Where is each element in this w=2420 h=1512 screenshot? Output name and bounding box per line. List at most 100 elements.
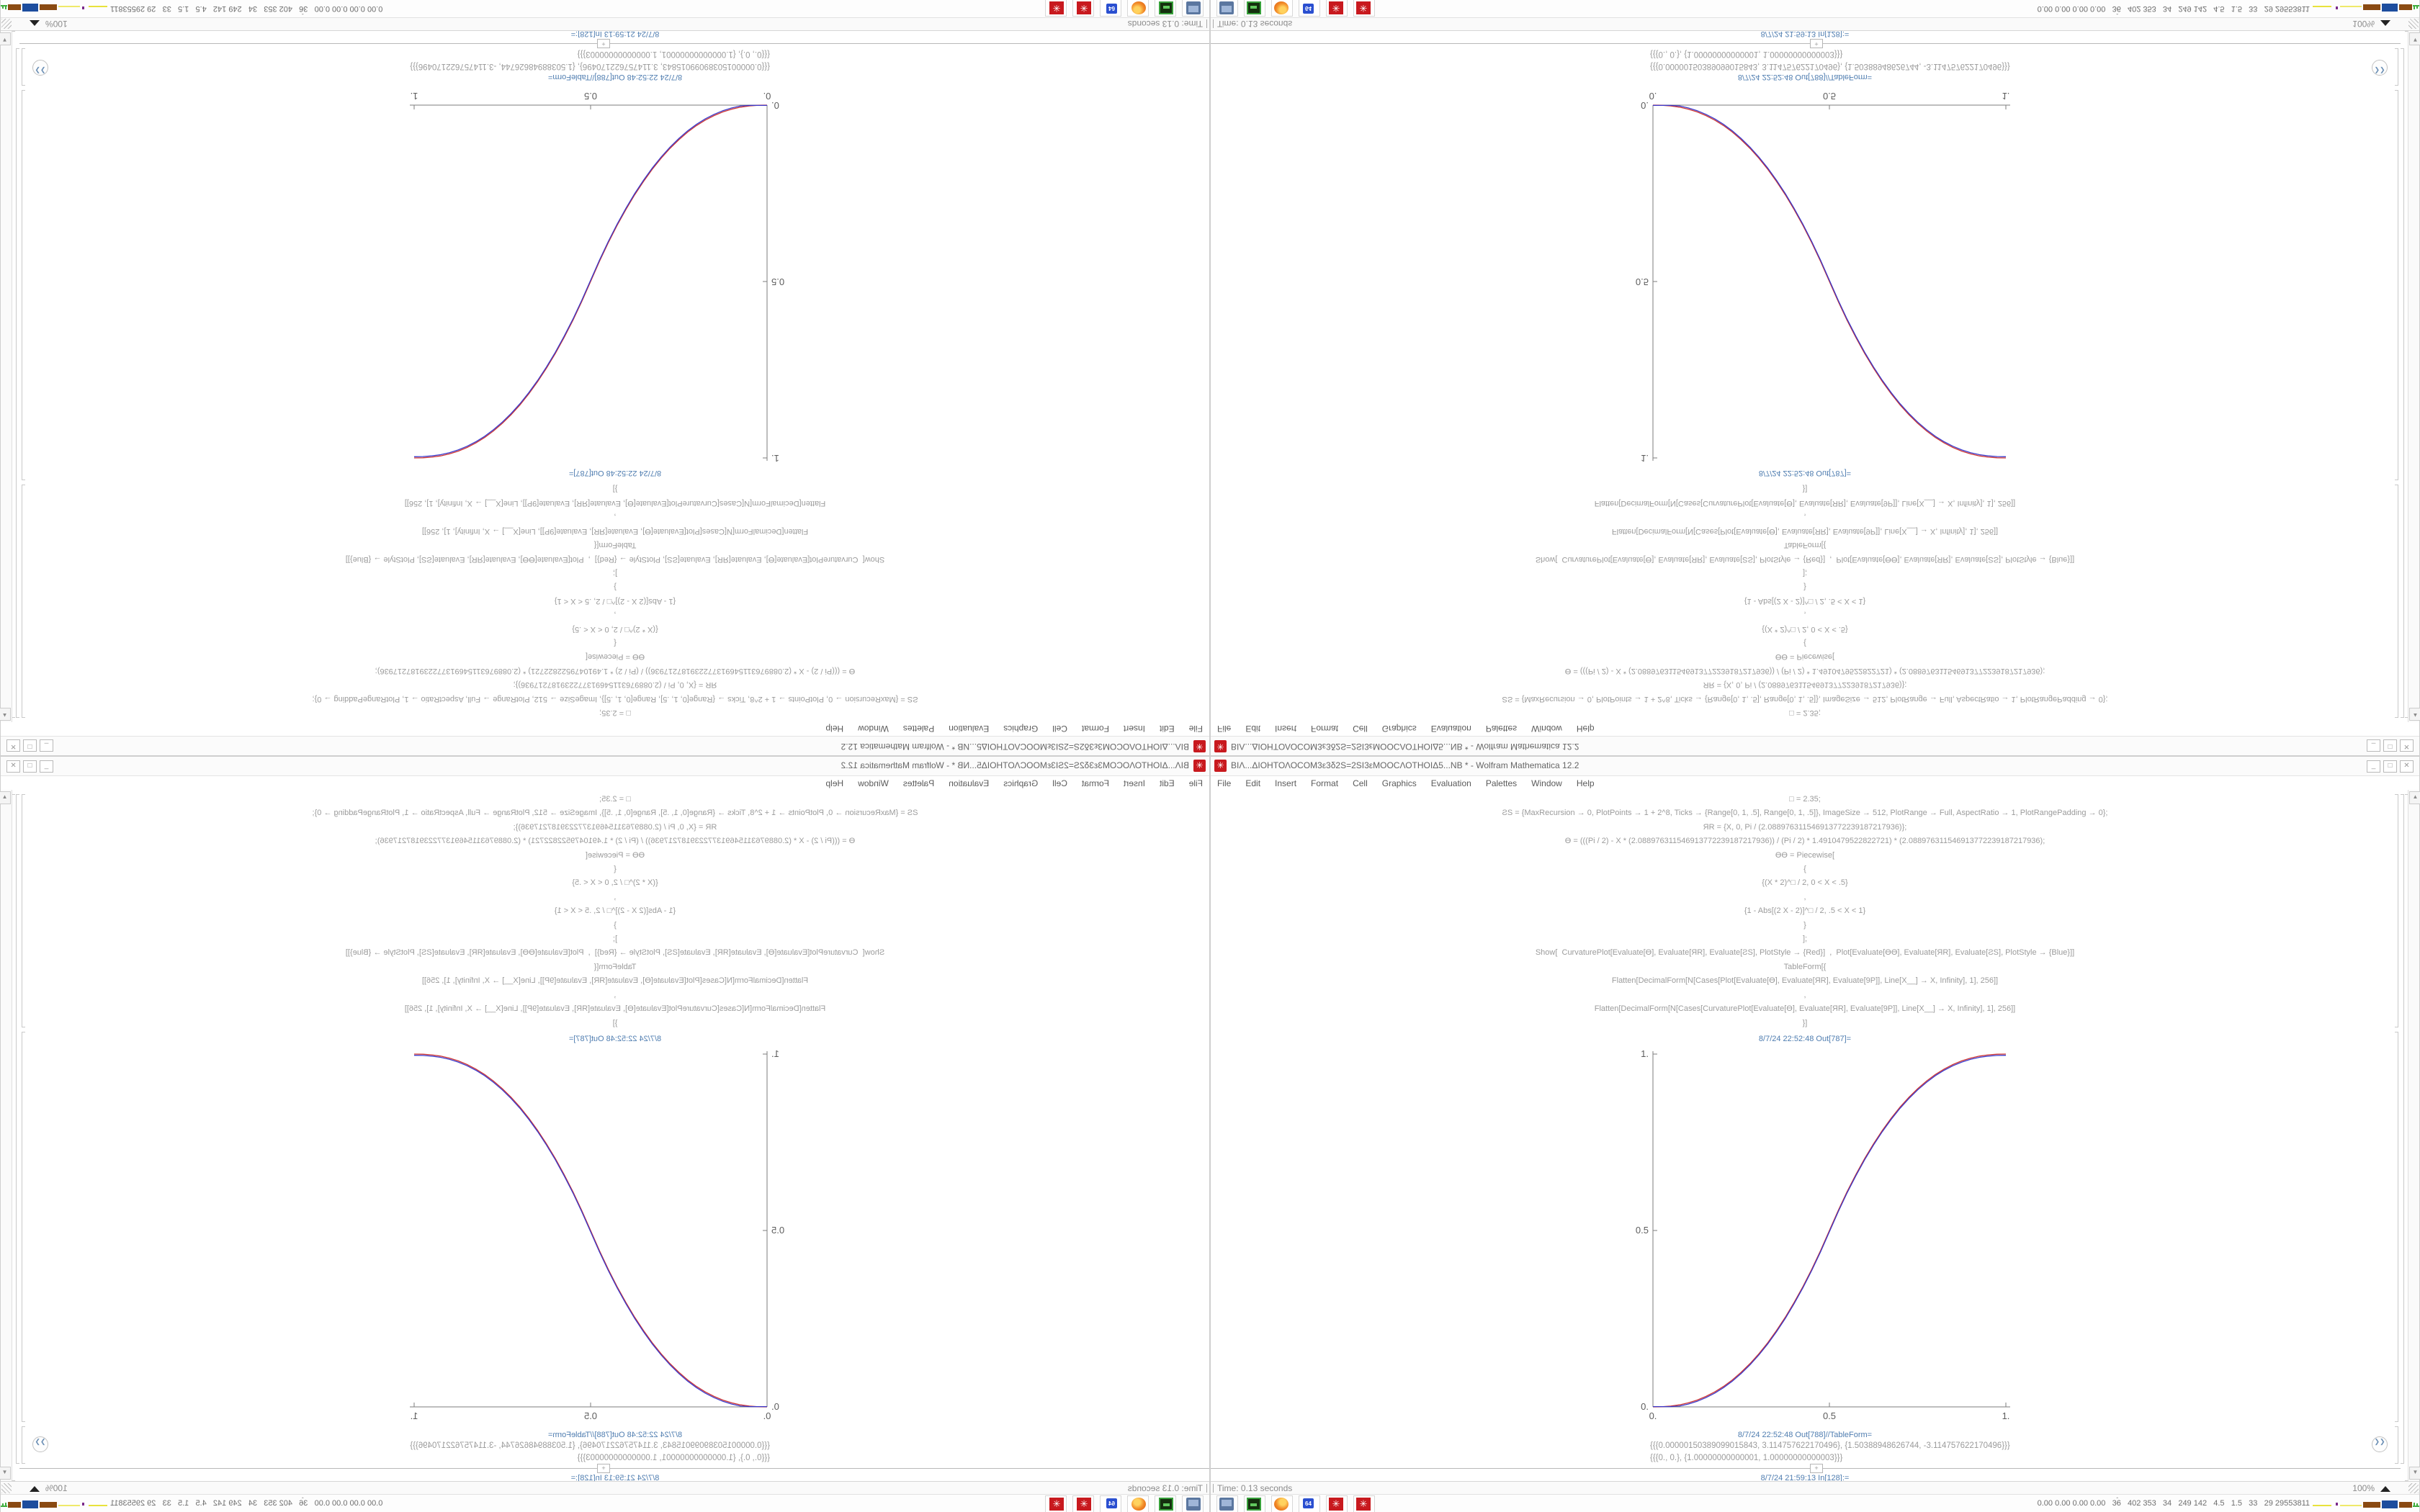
- menu-item[interactable]: Format: [1081, 724, 1109, 734]
- double-chevron-down-icon[interactable]: ❯❯: [2372, 1436, 2388, 1452]
- menu-item[interactable]: Edit: [1159, 724, 1175, 734]
- system-monitor-icon[interactable]: [1216, 1495, 1238, 1512]
- menu-item[interactable]: Window: [1531, 778, 1562, 788]
- menu-item[interactable]: Help: [1576, 724, 1595, 734]
- terminal-icon[interactable]: [1155, 0, 1176, 17]
- mathematica-icon-2[interactable]: ✳: [1353, 0, 1375, 17]
- cell-insert-plus-icon[interactable]: +: [597, 39, 610, 48]
- input-cell-code[interactable]: □ = 2.35; ƧS = {MaxRecursion → 0, PlotPoi…: [1211, 793, 2399, 1030]
- menu-item[interactable]: Cell: [1353, 778, 1368, 788]
- menu-item[interactable]: File: [1188, 778, 1203, 788]
- vertical-scrollbar[interactable]: [1, 790, 12, 1494]
- cell-insertion-line[interactable]: [1211, 43, 2401, 44]
- cell-insert-plus-icon[interactable]: +: [1810, 39, 1823, 48]
- cell-insert-plus-icon[interactable]: +: [597, 1464, 610, 1473]
- input-cell-bracket[interactable]: [2395, 485, 2398, 718]
- menu-item[interactable]: Evaluation: [1430, 724, 1471, 734]
- notebook-content[interactable]: □ = 2.35; ƧS = {MaxRecursion → 0, PlotPoi…: [1211, 790, 2419, 1481]
- vertical-scrollbar[interactable]: [2408, 790, 2419, 1494]
- mathematica-icon-2[interactable]: ✳: [1045, 0, 1067, 17]
- cell-group-bracket[interactable]: [2401, 48, 2404, 718]
- input-cell-code[interactable]: □ = 2.35; ƧS = {MaxRecursion → 0, PlotPoi…: [21, 793, 1209, 1030]
- menu-item[interactable]: Edit: [1245, 778, 1261, 788]
- magnification-value[interactable]: 100%: [45, 19, 68, 29]
- title-bar[interactable]: ✳ ΒΙΛ...ΔΙΟΗΤΟΛΟCOM3ε3δ2S=2SΙ3εΜΟΟCΛΟΤΗΟ…: [1, 757, 1209, 776]
- table-output-cell-bracket[interactable]: [2395, 48, 2398, 86]
- menu-item[interactable]: Insert: [1275, 778, 1297, 788]
- input-cell-bracket[interactable]: [22, 485, 25, 718]
- minimize-button[interactable]: _: [2367, 760, 2380, 773]
- minimize-button[interactable]: _: [2367, 739, 2380, 752]
- cell-group-bracket[interactable]: [2401, 794, 2404, 1464]
- menu-item[interactable]: Palettes: [902, 724, 935, 734]
- scroll-down-icon[interactable]: ▼: [0, 1467, 11, 1480]
- table-output-cell-bracket[interactable]: [22, 48, 25, 86]
- title-bar[interactable]: ✳ ΒΙΛ...ΔΙΟΗΤΟΛΟCOM3ε3δ2S=2SΙ3εΜΟΟCΛΟΤΗΟ…: [1211, 757, 2419, 776]
- menu-item[interactable]: Window: [858, 778, 889, 788]
- maximize-button[interactable]: □: [23, 760, 37, 773]
- magnification-value[interactable]: 100%: [2352, 19, 2375, 29]
- terminal-icon[interactable]: [1244, 1495, 1265, 1512]
- notebook-content[interactable]: □ = 2.35; ƧS = {MaxRecursion → 0, PlotPoi…: [1, 31, 1209, 722]
- maximize-button[interactable]: □: [2383, 739, 2397, 752]
- menu-item[interactable]: Graphics: [1381, 778, 1417, 788]
- cell-insertion-line[interactable]: [19, 43, 1209, 44]
- notebook-content[interactable]: □ = 2.35; ƧS = {MaxRecursion → 0, PlotPoi…: [1211, 31, 2419, 722]
- system-monitor-icon[interactable]: [1182, 1495, 1204, 1512]
- vice64-icon[interactable]: [1100, 0, 1121, 17]
- menu-item[interactable]: Format: [1081, 778, 1109, 788]
- input-cell-bracket[interactable]: [2395, 794, 2398, 1027]
- resize-grip[interactable]: [1, 1483, 12, 1493]
- scroll-down-icon[interactable]: ▼: [2409, 32, 2420, 45]
- plot-output-cell-bracket[interactable]: [2395, 90, 2398, 480]
- vertical-scrollbar[interactable]: [1, 18, 12, 722]
- table-output-cell-bracket[interactable]: [2395, 1426, 2398, 1464]
- system-monitor-icon[interactable]: [1216, 0, 1238, 17]
- menu-item[interactable]: Graphics: [1003, 724, 1039, 734]
- menu-item[interactable]: Window: [1531, 724, 1562, 734]
- menu-item[interactable]: Cell: [1052, 724, 1067, 734]
- cell-insertion-line[interactable]: [19, 1468, 1209, 1469]
- scroll-down-icon[interactable]: ▼: [2409, 1467, 2420, 1480]
- magnification-dropdown-icon[interactable]: [2380, 1486, 2390, 1492]
- scroll-up-icon[interactable]: ▲: [2409, 708, 2420, 721]
- menu-item[interactable]: Edit: [1245, 724, 1261, 734]
- title-bar[interactable]: ✳ ΒΙΛ...ΔΙΟΗΤΟΛΟCOM3ε3δ2S=2SΙ3εΜΟΟCΛΟΤΗΟ…: [1, 736, 1209, 755]
- minimize-button[interactable]: _: [40, 739, 53, 752]
- menu-item[interactable]: Format: [1311, 724, 1339, 734]
- mathematica-icon-2[interactable]: ✳: [1353, 1495, 1375, 1512]
- menu-item[interactable]: Window: [858, 724, 889, 734]
- cell-group-bracket[interactable]: [16, 794, 19, 1464]
- tray-expand-icon[interactable]: ˆ ˆ: [2116, 1497, 2118, 1508]
- close-button[interactable]: ✕: [2400, 739, 2414, 752]
- menu-item[interactable]: Palettes: [902, 778, 935, 788]
- magnification-dropdown-icon[interactable]: [30, 1486, 40, 1492]
- menu-item[interactable]: File: [1217, 778, 1232, 788]
- menu-item[interactable]: Help: [825, 724, 844, 734]
- menu-item[interactable]: Cell: [1052, 778, 1067, 788]
- maximize-button[interactable]: □: [23, 739, 37, 752]
- mathematica-icon[interactable]: ✳: [1072, 1495, 1094, 1512]
- plot-output-cell-bracket[interactable]: [2395, 1032, 2398, 1422]
- menu-item[interactable]: Format: [1311, 778, 1339, 788]
- menu-item[interactable]: Graphics: [1381, 724, 1417, 734]
- maximize-button[interactable]: □: [2383, 760, 2397, 773]
- menu-item[interactable]: Edit: [1159, 778, 1175, 788]
- terminal-icon[interactable]: [1155, 1495, 1176, 1512]
- minimize-button[interactable]: _: [40, 760, 53, 773]
- input-cell-bracket[interactable]: [22, 794, 25, 1027]
- menu-item[interactable]: Insert: [1123, 724, 1145, 734]
- close-button[interactable]: ✕: [2400, 760, 2414, 773]
- cell-insertion-line[interactable]: [1211, 1468, 2401, 1469]
- cell-group-bracket[interactable]: [16, 48, 19, 718]
- menu-item[interactable]: Evaluation: [1430, 778, 1471, 788]
- menu-item[interactable]: Insert: [1275, 724, 1297, 734]
- resize-grip[interactable]: [1, 19, 12, 29]
- resize-grip[interactable]: [2408, 19, 2419, 29]
- vertical-scrollbar[interactable]: [2408, 18, 2419, 722]
- magnification-dropdown-icon[interactable]: [2380, 20, 2390, 26]
- menu-item[interactable]: Evaluation: [949, 778, 990, 788]
- title-bar[interactable]: ✳ ΒΙΛ...ΔΙΟΗΤΟΛΟCOM3ε3δ2S=2SΙ3εΜΟΟCΛΟΤΗΟ…: [1211, 736, 2419, 755]
- input-cell-code[interactable]: □ = 2.35; ƧS = {MaxRecursion → 0, PlotPoi…: [1211, 482, 2399, 719]
- vice64-icon[interactable]: [1299, 0, 1320, 17]
